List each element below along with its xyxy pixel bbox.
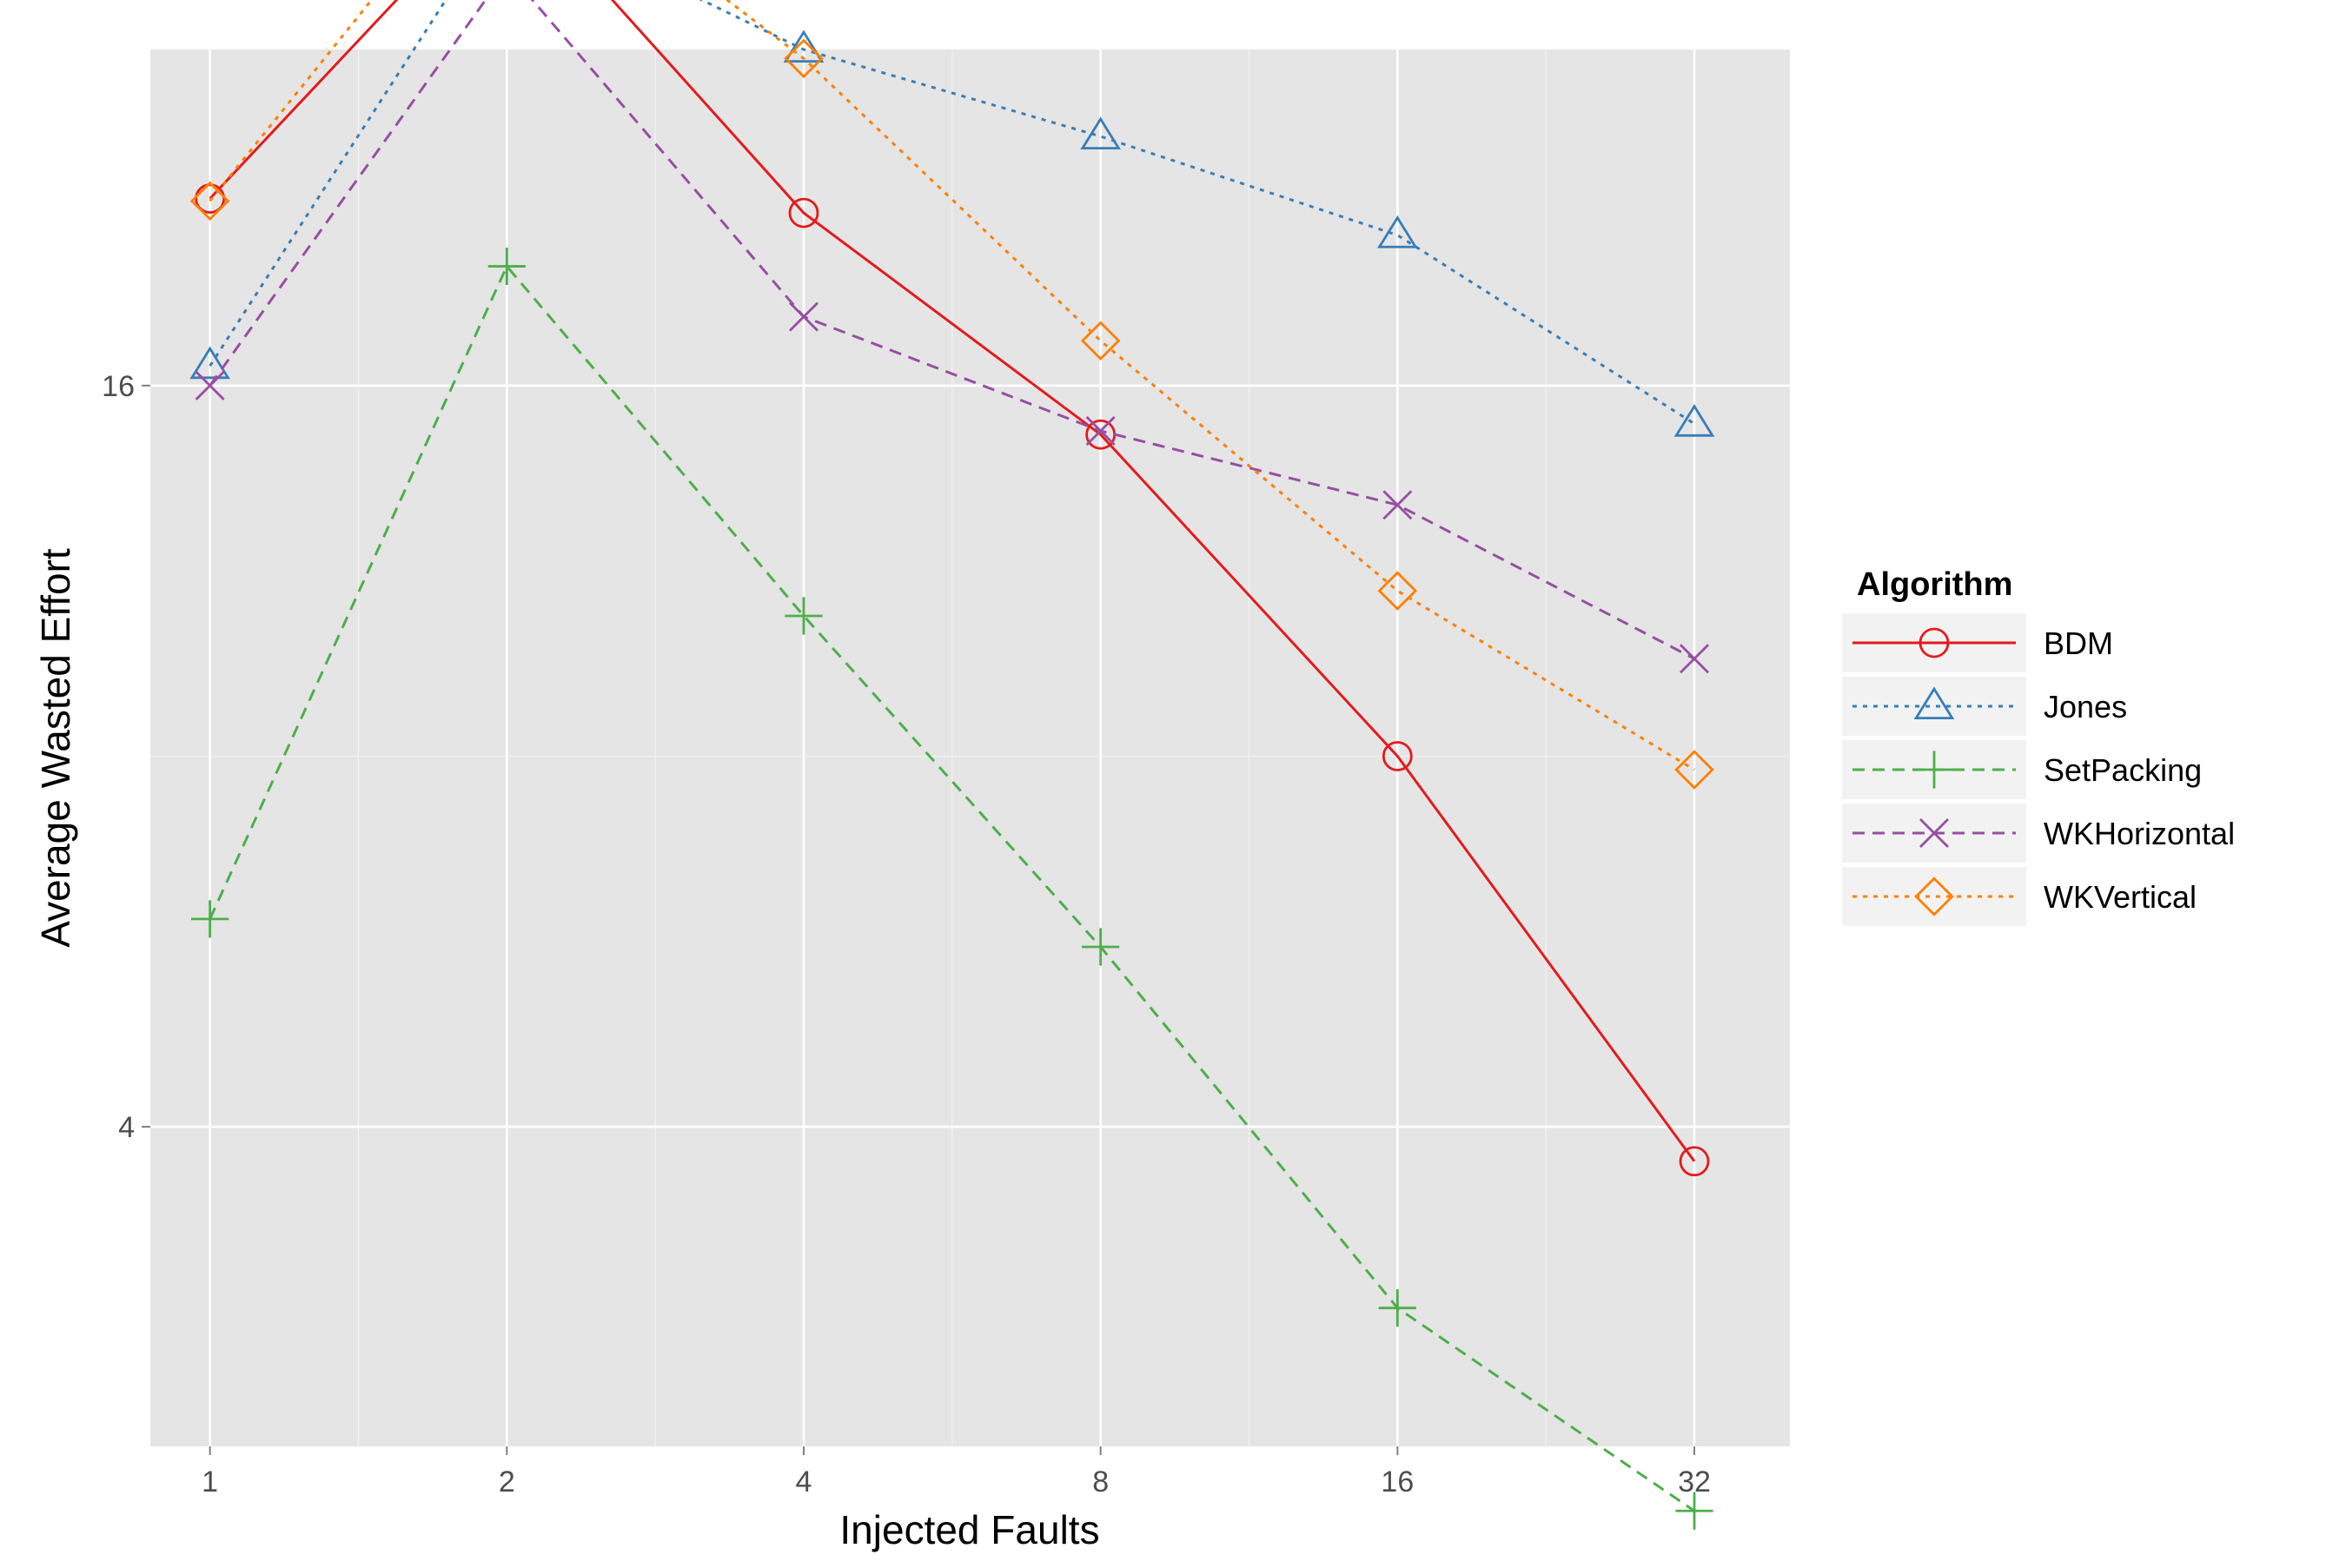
point-setpacking	[487, 247, 526, 286]
series-wkvertical	[189, 0, 1714, 790]
x-tick-label: 2	[499, 1465, 515, 1499]
x-tick-label: 4	[796, 1465, 812, 1499]
legend-key-marker	[1913, 686, 1955, 719]
point-jones	[783, 30, 825, 63]
legend-key-marker	[1919, 627, 1950, 658]
legend-item-setpacking: SetPacking	[1842, 740, 2202, 799]
minor-gridlines	[150, 50, 1790, 1446]
point-wkvertical	[1674, 750, 1714, 790]
series-wkhorizontal	[195, 0, 1709, 674]
point-setpacking	[191, 900, 229, 938]
point-jones	[1377, 215, 1418, 248]
series-line-wkvertical	[209, 0, 1695, 771]
series-line-bdm	[209, 0, 1696, 1162]
y-tick-label: 4	[118, 1111, 135, 1144]
point-jones	[1080, 116, 1121, 150]
series-bdm	[195, 0, 1710, 1177]
x-tick-label: 1	[202, 1465, 218, 1499]
y-axis-label: Average Wasted Effort	[33, 548, 78, 948]
legend-label: WKVertical	[2044, 879, 2197, 915]
axes: 1 2 4 8 16 32 4 16	[102, 370, 1711, 1499]
legend-key-marker	[1919, 818, 1949, 848]
x-tick-label: 32	[1678, 1465, 1711, 1499]
series-line-jones	[209, 0, 1695, 425]
point-bdm	[1679, 1146, 1710, 1177]
legend-title: Algorithm	[1857, 566, 2012, 603]
point-jones	[1673, 404, 1715, 437]
point-wkvertical	[1080, 321, 1121, 361]
point-bdm	[1382, 741, 1413, 771]
legend-item-wkvertical: WKVertical	[1842, 867, 2197, 926]
legend-key-marker	[1915, 751, 1953, 789]
plot-panel	[150, 50, 1790, 1446]
point-setpacking	[1082, 928, 1120, 966]
series-layer	[189, 0, 1715, 1530]
point-wkvertical	[1377, 571, 1418, 611]
point-bdm	[788, 197, 819, 228]
point-wkvertical	[784, 38, 824, 79]
legend-item-jones: Jones	[1842, 677, 2127, 736]
point-wkhorizontal	[789, 301, 818, 332]
point-bdm	[195, 183, 226, 215]
x-axis-label: Injected Faults	[839, 1507, 1099, 1552]
legend-label: Jones	[2044, 689, 2127, 724]
series-jones	[189, 0, 1715, 437]
point-wkhorizontal	[1382, 490, 1413, 520]
point-wkhorizontal	[1085, 416, 1116, 447]
point-jones	[189, 346, 230, 380]
legend-label: BDM	[2044, 625, 2113, 661]
point-wkhorizontal	[195, 370, 225, 400]
series-line-setpacking	[209, 263, 1695, 1512]
legend-label: SetPacking	[2044, 752, 2202, 788]
point-setpacking	[1675, 1492, 1713, 1530]
point-wkhorizontal	[1680, 644, 1709, 674]
legend-item-wkhorizontal: WKHorizontal	[1842, 804, 2235, 863]
x-tick-label: 16	[1381, 1465, 1414, 1499]
y-tick-label: 16	[102, 370, 135, 403]
x-tick-label: 8	[1092, 1465, 1109, 1499]
legend-item-bdm: BDM	[1842, 613, 2113, 672]
point-setpacking	[785, 597, 823, 635]
point-setpacking	[1378, 1289, 1416, 1327]
major-gridlines	[150, 50, 1790, 1446]
legend: Algorithm BDM Jones SetPacking WKHorizontal…	[1842, 566, 2235, 926]
legend-key-marker	[1914, 877, 1954, 916]
series-setpacking	[191, 247, 1713, 1530]
legend-key-bg	[1842, 677, 2026, 736]
point-wkvertical	[189, 181, 230, 222]
series-line-wkhorizontal	[209, 0, 1695, 660]
legend-label: WKHorizontal	[2044, 816, 2235, 851]
